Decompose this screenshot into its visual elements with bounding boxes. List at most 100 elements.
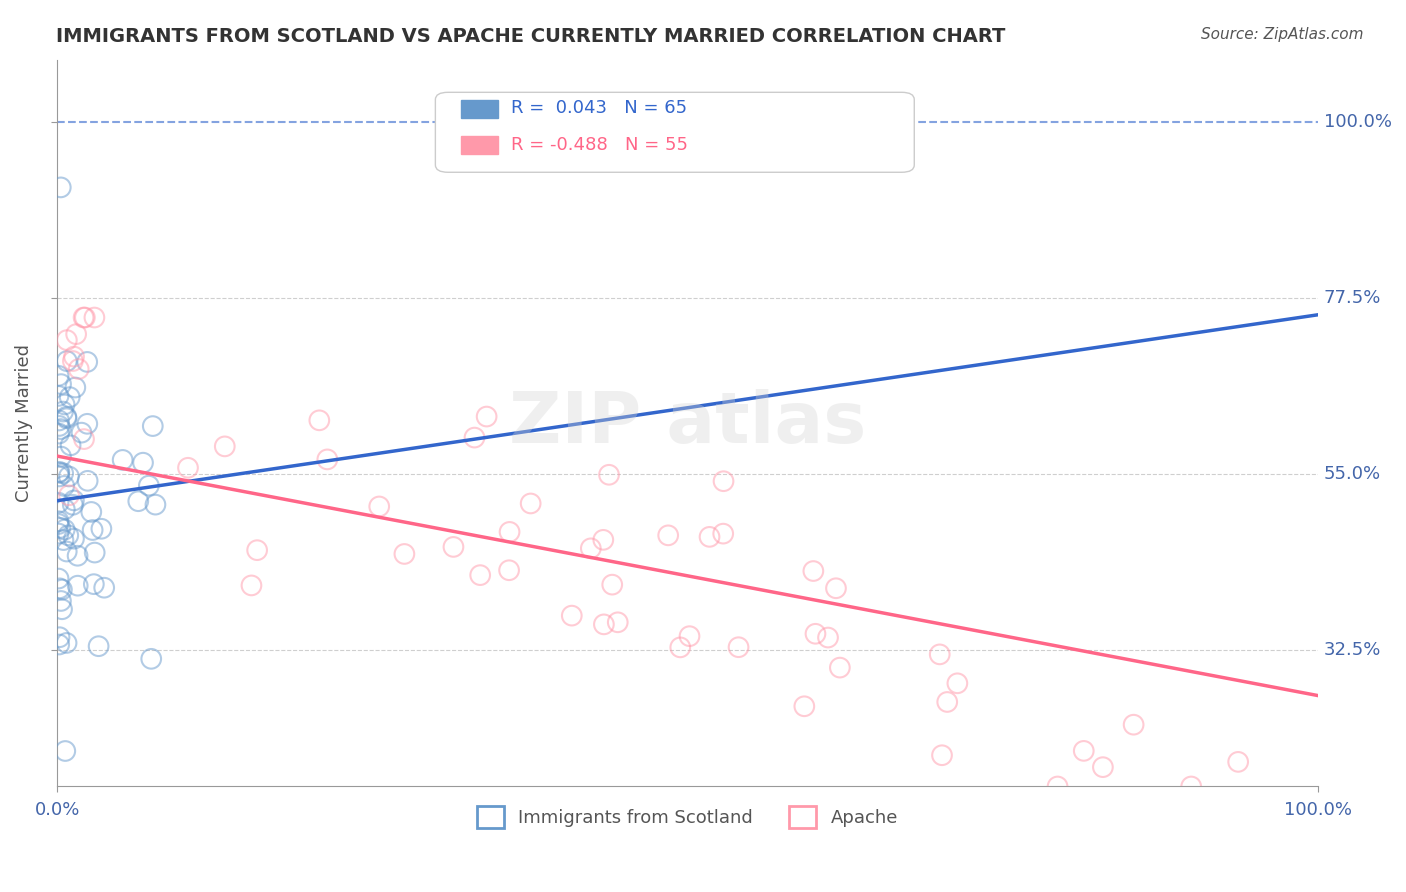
Immigrants from Scotland [132,456,155,470]
Apache [316,452,339,467]
Apache [65,327,87,342]
Apache [828,660,851,674]
Legend: Immigrants from Scotland, Apache: Immigrants from Scotland, Apache [470,799,905,836]
Apache [463,431,485,445]
Apache [73,432,96,446]
Apache [713,474,735,488]
Apache [936,695,959,709]
Apache [1122,717,1144,731]
Apache [368,500,391,514]
Immigrants from Scotland [55,411,77,425]
Immigrants from Scotland [58,469,80,483]
Immigrants from Scotland [55,409,77,424]
Apache [394,547,416,561]
Apache [1227,755,1250,769]
Immigrants from Scotland [51,582,73,597]
Immigrants from Scotland [62,498,84,512]
Apache [73,310,96,325]
Apache [308,413,330,427]
Immigrants from Scotland [53,502,76,516]
Immigrants from Scotland [49,180,72,194]
Apache [177,460,200,475]
FancyBboxPatch shape [436,92,914,172]
Immigrants from Scotland [141,652,163,666]
Apache [214,439,236,453]
Apache [67,362,90,376]
Apache [443,540,465,554]
Apache [470,568,492,582]
Immigrants from Scotland [49,450,72,464]
Immigrants from Scotland [59,390,82,404]
Apache [606,615,628,630]
Immigrants from Scotland [55,544,77,558]
Immigrants from Scotland [48,419,70,434]
Text: 100.0%: 100.0% [1284,801,1351,819]
Apache [83,310,105,325]
Text: 32.5%: 32.5% [1324,640,1381,658]
Immigrants from Scotland [63,493,86,508]
Immigrants from Scotland [76,474,98,488]
Apache [58,488,80,502]
Apache [1046,780,1069,794]
Apache [817,631,839,645]
Immigrants from Scotland [53,479,76,493]
Apache [519,496,541,510]
Immigrants from Scotland [70,425,93,440]
Apache [498,524,520,539]
Text: R =  0.043   N = 65: R = 0.043 N = 65 [510,99,688,118]
Apache [246,543,269,558]
Immigrants from Scotland [76,355,98,369]
Immigrants from Scotland [87,639,110,653]
Apache [475,409,498,424]
Immigrants from Scotland [48,526,70,541]
Immigrants from Scotland [48,413,70,427]
Apache [727,640,749,655]
Text: 0.0%: 0.0% [35,801,80,819]
Immigrants from Scotland [49,377,72,392]
Immigrants from Scotland [83,577,105,591]
Text: 100.0%: 100.0% [1324,113,1392,131]
Immigrants from Scotland [52,467,75,481]
Immigrants from Scotland [65,380,87,394]
Immigrants from Scotland [93,581,115,595]
Immigrants from Scotland [49,521,72,535]
Text: IMMIGRANTS FROM SCOTLAND VS APACHE CURRENTLY MARRIED CORRELATION CHART: IMMIGRANTS FROM SCOTLAND VS APACHE CURRE… [56,27,1005,45]
Immigrants from Scotland [53,744,76,758]
Immigrants from Scotland [49,422,72,436]
Text: Source: ZipAtlas.com: Source: ZipAtlas.com [1201,27,1364,42]
Immigrants from Scotland [48,469,70,483]
Immigrants from Scotland [48,389,70,403]
Y-axis label: Currently Married: Currently Married [15,344,32,502]
Immigrants from Scotland [127,494,149,508]
Immigrants from Scotland [48,572,70,586]
Immigrants from Scotland [56,354,79,368]
Immigrants from Scotland [48,368,70,383]
Immigrants from Scotland [52,404,75,418]
Apache [946,676,969,690]
Text: 77.5%: 77.5% [1324,289,1381,307]
Apache [1091,760,1114,774]
Apache [592,533,614,547]
Immigrants from Scotland [76,417,98,431]
Immigrants from Scotland [58,528,80,542]
Text: 55.0%: 55.0% [1324,465,1381,483]
Apache [593,617,616,632]
Immigrants from Scotland [48,465,70,479]
Text: ZIP atlas: ZIP atlas [509,389,866,458]
Immigrants from Scotland [145,498,167,512]
Apache [598,467,620,482]
Apache [825,581,848,595]
Immigrants from Scotland [48,426,70,441]
Immigrants from Scotland [111,453,134,467]
Apache [931,748,953,763]
Immigrants from Scotland [48,582,70,596]
Apache [804,627,827,641]
Apache [657,528,679,542]
Immigrants from Scotland [53,397,76,411]
Immigrants from Scotland [52,533,75,547]
Apache [600,577,623,591]
Apache [56,333,79,347]
Immigrants from Scotland [82,523,104,537]
Immigrants from Scotland [83,545,105,559]
Apache [62,354,84,368]
